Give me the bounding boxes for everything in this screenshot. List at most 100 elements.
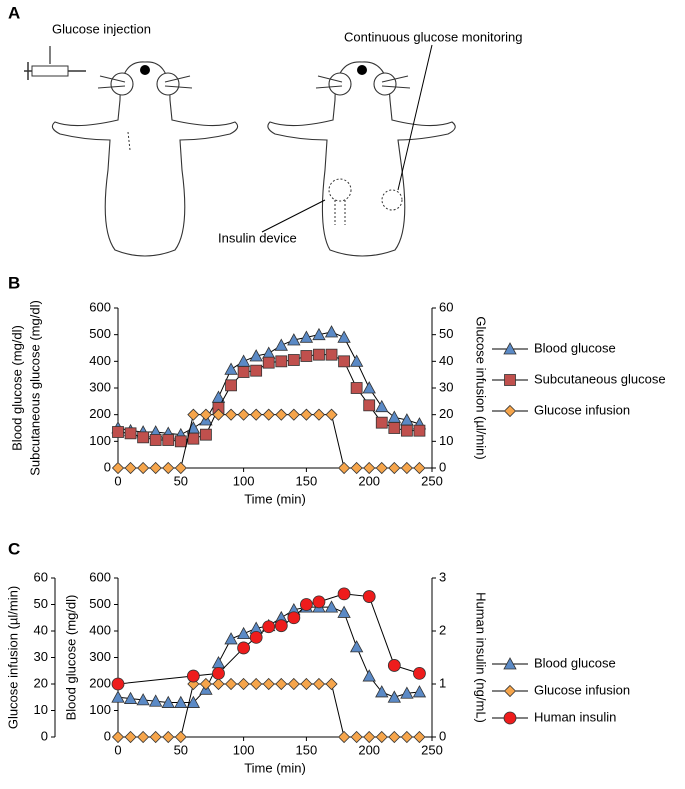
marker [249, 630, 263, 644]
marker [387, 690, 401, 703]
marker [275, 408, 288, 421]
legend-marker [503, 711, 517, 725]
marker [174, 435, 187, 448]
marker [186, 695, 201, 708]
marker [262, 677, 275, 691]
marker [262, 408, 275, 421]
mouse-right [261, 44, 456, 257]
marker [111, 677, 125, 691]
y-tick-label: 500 [89, 326, 111, 341]
y2-tick-label: 0 [439, 459, 446, 474]
marker [337, 330, 351, 343]
legend-marker [503, 342, 517, 355]
y-tick-label: 0 [104, 728, 111, 743]
marker [212, 667, 225, 680]
marker [387, 410, 401, 423]
marker [337, 605, 351, 618]
marker [312, 677, 326, 691]
y3-tick-label: 40 [34, 622, 48, 637]
marker [324, 325, 339, 338]
y3-tick-label: 60 [34, 569, 48, 584]
marker [274, 619, 288, 633]
marker [199, 408, 212, 421]
legend-label: Blood glucose [534, 655, 616, 670]
x-tick-label: 50 [174, 473, 188, 488]
x-tick-label: 100 [233, 473, 255, 488]
marker [299, 330, 314, 343]
marker [162, 434, 175, 446]
marker [149, 461, 162, 475]
marker [413, 461, 426, 475]
marker [186, 669, 200, 683]
marker [161, 695, 175, 708]
x-axis-title: Time (min) [244, 491, 306, 506]
marker [350, 730, 363, 744]
marker [237, 366, 250, 378]
marker [362, 669, 376, 682]
marker [349, 640, 364, 653]
y2-tick-label: 2 [439, 622, 446, 637]
marker [363, 730, 376, 744]
panel-label: B [8, 273, 20, 292]
marker [400, 730, 413, 744]
marker [112, 426, 124, 438]
x-tick-label: 200 [358, 473, 380, 488]
marker [388, 730, 401, 744]
marker [363, 461, 376, 475]
marker [338, 355, 350, 368]
x-tick-label: 0 [114, 742, 121, 757]
marker [375, 730, 388, 744]
y-axis-title: Blood glucose (mg/dl) [9, 325, 24, 451]
y3-tick-label: 50 [34, 596, 48, 611]
diagram-label: Continuous glucose monitoring [344, 29, 523, 44]
marker [300, 350, 313, 362]
marker [262, 620, 276, 634]
y2-tick-label: 20 [439, 406, 453, 421]
marker [375, 685, 389, 698]
marker [187, 408, 200, 421]
y2-tick-label: 60 [439, 299, 453, 314]
marker [412, 685, 427, 698]
y-tick-label: 300 [89, 379, 111, 394]
x-tick-label: 150 [296, 473, 318, 488]
marker [149, 434, 162, 446]
y-tick-label: 200 [89, 675, 111, 690]
marker [137, 431, 150, 444]
y2-tick-label: 40 [439, 353, 453, 368]
y3-tick-label: 0 [41, 728, 48, 743]
marker [413, 667, 426, 680]
y-tick-label: 400 [89, 353, 111, 368]
marker [224, 362, 238, 375]
marker [123, 691, 138, 704]
marker [237, 641, 251, 655]
y2-tick-label: 30 [439, 379, 453, 394]
x-tick-label: 250 [421, 742, 443, 757]
y-tick-label: 300 [89, 649, 111, 664]
legend-marker [503, 657, 517, 670]
series-line [118, 683, 420, 738]
x-tick-label: 150 [296, 742, 318, 757]
marker [362, 381, 376, 394]
series-line [117, 593, 420, 685]
y-axis-title: Blood glucose (mg/dl) [63, 595, 78, 721]
marker [400, 461, 413, 475]
legend-marker [503, 404, 517, 418]
y2-tick-label: 0 [439, 728, 446, 743]
y3-tick-label: 10 [34, 702, 48, 717]
y-tick-label: 0 [104, 459, 111, 474]
marker [149, 694, 163, 707]
marker [224, 632, 238, 645]
marker [312, 327, 326, 341]
marker [375, 399, 389, 413]
x-axis-title: Time (min) [244, 760, 306, 775]
y-tick-label: 600 [89, 569, 111, 584]
panel-label: C [8, 539, 20, 558]
legend-label: Blood glucose [534, 340, 616, 355]
x-tick-label: 0 [114, 473, 121, 488]
marker [262, 346, 276, 359]
marker [299, 598, 313, 611]
legend-label: Human insulin [534, 709, 616, 724]
marker [337, 587, 351, 601]
marker [400, 424, 413, 437]
